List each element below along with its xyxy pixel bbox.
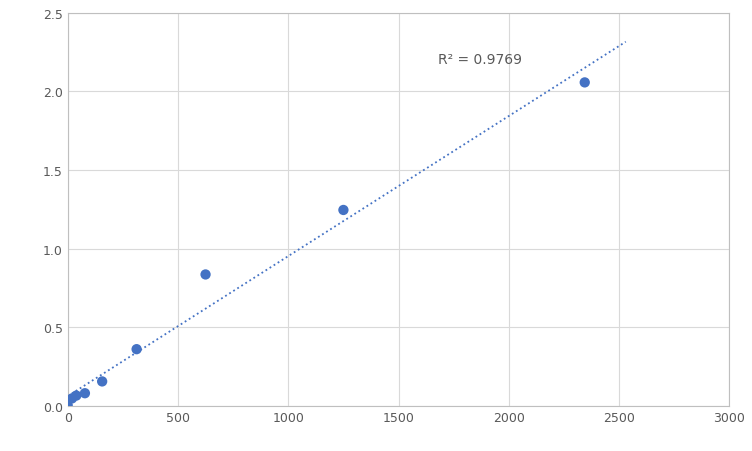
Point xyxy=(338,207,350,214)
Point xyxy=(96,378,108,385)
Point xyxy=(70,392,82,399)
Point xyxy=(131,346,143,353)
Point xyxy=(79,390,91,397)
Point xyxy=(199,271,211,278)
Point xyxy=(66,395,78,402)
Point xyxy=(579,80,591,87)
Point xyxy=(62,402,74,409)
Text: R² = 0.9769: R² = 0.9769 xyxy=(438,53,523,67)
